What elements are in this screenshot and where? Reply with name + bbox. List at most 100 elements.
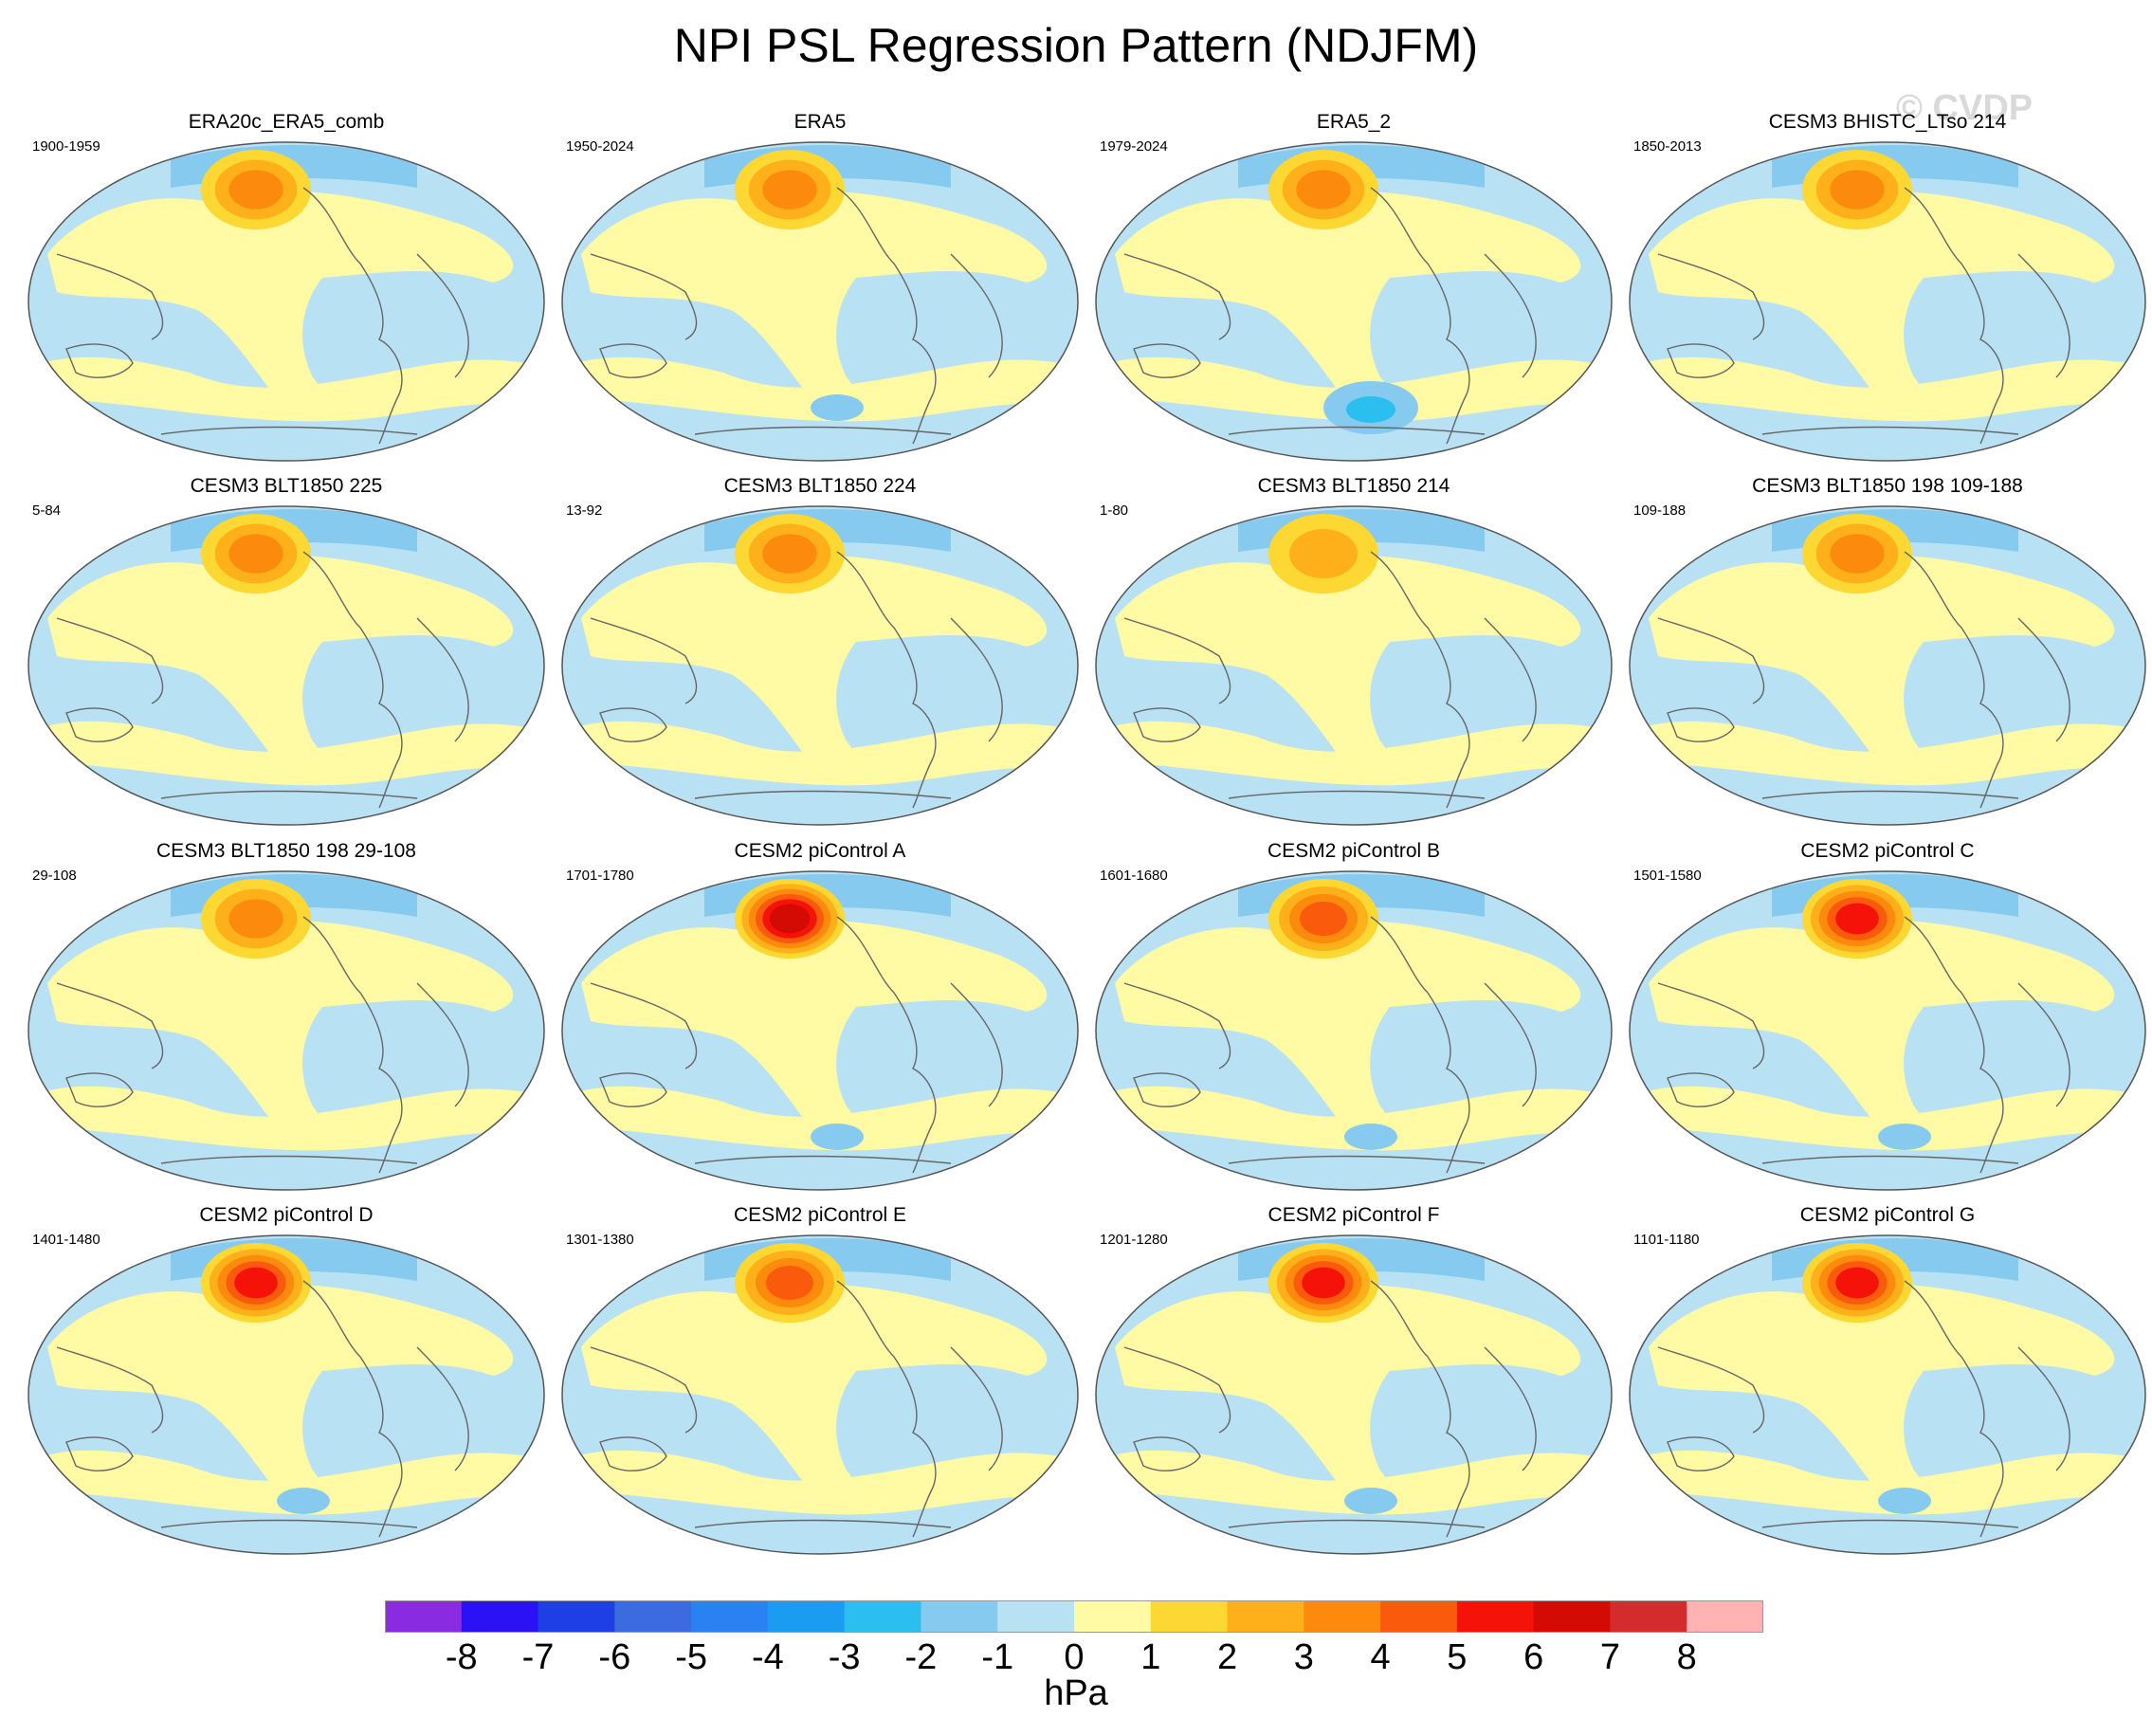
aleutian-high-contour-4 xyxy=(1300,902,1347,936)
colorbar-tick: 8 xyxy=(1676,1637,1697,1677)
positive-anomaly-north xyxy=(1649,1284,2115,1498)
map-panel: ERA5_2 1979-2024 xyxy=(1086,111,1621,463)
americas-coastline xyxy=(1370,1280,1470,1538)
aleutian-high-contour-5 xyxy=(1302,1267,1345,1299)
coastlines xyxy=(1123,187,1537,445)
colorbar-swatch xyxy=(1533,1600,1611,1633)
panel-title: CESM3 BLT1850 214 xyxy=(1257,475,1450,497)
panel-title: CESM2 piControl C xyxy=(1800,840,1975,862)
southern-low-anomaly xyxy=(811,394,864,421)
colorbar-swatch xyxy=(921,1600,998,1633)
map-border xyxy=(1095,505,1613,826)
aleutian-high-contour-5 xyxy=(234,1267,278,1299)
map-panel: CESM3 BLT1850 198 29-108 29-108 xyxy=(19,840,554,1192)
southern-low-anomaly xyxy=(1344,1124,1397,1150)
southern-low-anomaly xyxy=(1878,1488,1931,1514)
asia-coastline xyxy=(590,982,698,1069)
asia-coastline xyxy=(1657,982,1765,1069)
southern-low-core xyxy=(1346,396,1395,423)
colorbar-swatch xyxy=(1456,1600,1535,1633)
map-panel: CESM2 piControl A 1701-1780 xyxy=(553,840,1087,1192)
map-border xyxy=(561,505,1079,826)
asia-coastline xyxy=(1657,1346,1765,1434)
africa-coastline xyxy=(950,253,1003,378)
asia-coastline xyxy=(1123,1346,1231,1434)
australia-coastline xyxy=(1667,1072,1735,1107)
positive-anomaly-north xyxy=(1649,191,2115,405)
colorbar-tick: 7 xyxy=(1599,1637,1620,1677)
regression-map xyxy=(1629,141,2146,462)
southern-low-anomaly xyxy=(1878,1124,1931,1150)
americas-coastline xyxy=(1904,1280,2004,1538)
positive-anomaly-north xyxy=(1115,1284,1581,1498)
africa-coastline xyxy=(1484,982,1537,1107)
map-panel: CESM2 piControl G 1101-1180 xyxy=(1620,1204,2152,1556)
antarctica-coastline xyxy=(694,1155,952,1164)
australia-coastline xyxy=(1133,343,1201,378)
australia-coastline xyxy=(599,1072,667,1107)
colorbar-tick: 4 xyxy=(1370,1637,1391,1677)
panel-years: 5-84 xyxy=(32,503,62,519)
africa-coastline xyxy=(950,617,1003,742)
panel-title: ERA5_2 xyxy=(1316,111,1392,133)
coastlines xyxy=(56,551,469,809)
map-panel: CESM3 BLT1850 214 1-80 xyxy=(1086,475,1621,827)
panel-title: CESM3 BHISTC_LTso 214 xyxy=(1768,111,2007,133)
africa-coastline xyxy=(950,982,1003,1107)
map-panel: ERA5 1950-2024 xyxy=(553,111,1087,463)
regression-map xyxy=(27,505,545,826)
regression-map xyxy=(27,870,545,1191)
aleutian-high-contour-3 xyxy=(228,899,283,939)
panel-title: CESM2 piControl E xyxy=(733,1204,907,1226)
antarctica-coastline xyxy=(160,790,418,799)
positive-anomaly-south xyxy=(1630,1086,2145,1151)
map-border xyxy=(1629,141,2146,462)
coastlines xyxy=(590,187,1003,445)
coastlines xyxy=(1123,916,1537,1174)
coastlines xyxy=(1123,1280,1537,1538)
colorbar-swatch xyxy=(997,1600,1075,1633)
map-border xyxy=(27,141,545,462)
map-border xyxy=(1629,1234,2146,1555)
antarctica-coastline xyxy=(1228,426,1486,435)
africa-coastline xyxy=(1484,253,1537,378)
aleutian-high-contour-3 xyxy=(762,170,817,210)
positive-anomaly-south xyxy=(1630,1450,2145,1515)
americas-coastline xyxy=(836,916,937,1174)
americas-coastline xyxy=(1370,187,1470,445)
asia-coastline xyxy=(56,982,164,1069)
panel-title: CESM3 BLT1850 225 xyxy=(190,475,383,497)
panel-years: 1601-1680 xyxy=(1100,868,1168,884)
aleutian-high-contour-6 xyxy=(769,904,811,934)
americas-coastline xyxy=(302,551,403,809)
map-panel: CESM2 piControl E 1301-1380 xyxy=(553,1204,1087,1556)
positive-anomaly-north xyxy=(47,191,514,405)
map-border xyxy=(1095,141,1613,462)
asia-coastline xyxy=(590,1346,698,1434)
colorbar-swatch xyxy=(1687,1600,1763,1633)
colorbar-tick: 1 xyxy=(1140,1637,1161,1677)
asia-coastline xyxy=(56,1346,164,1434)
aleutian-high-contour-5 xyxy=(1835,1267,1879,1299)
map-panel: CESM2 piControl B 1601-1680 xyxy=(1086,840,1621,1192)
positive-anomaly-north xyxy=(1115,920,1581,1134)
africa-coastline xyxy=(2017,253,2070,378)
africa-coastline xyxy=(416,617,469,742)
colorbar-swatch xyxy=(1304,1600,1381,1633)
map-panel: CESM3 BLT1850 198 109-188 109-188 xyxy=(1620,475,2152,827)
africa-coastline xyxy=(2017,617,2070,742)
colorbar-swatch xyxy=(691,1600,769,1633)
aleutian-high-contour-5 xyxy=(1835,903,1879,935)
colorbar-swatch xyxy=(767,1600,846,1633)
cvdp-watermark: © CVDP xyxy=(1896,88,2033,128)
panel-years: 1401-1480 xyxy=(32,1232,100,1248)
panel-title: CESM3 BLT1850 198 29-108 xyxy=(156,840,416,862)
positive-anomaly-south xyxy=(28,721,544,786)
map-border xyxy=(1095,1234,1613,1555)
panel-title: CESM2 piControl F xyxy=(1267,1204,1440,1226)
panel-title: CESM2 piControl B xyxy=(1267,840,1441,862)
map-border xyxy=(561,870,1079,1191)
colorbar-swatch xyxy=(461,1600,539,1633)
positive-anomaly-north xyxy=(47,1284,514,1498)
panel-title: CESM2 piControl A xyxy=(734,840,906,862)
